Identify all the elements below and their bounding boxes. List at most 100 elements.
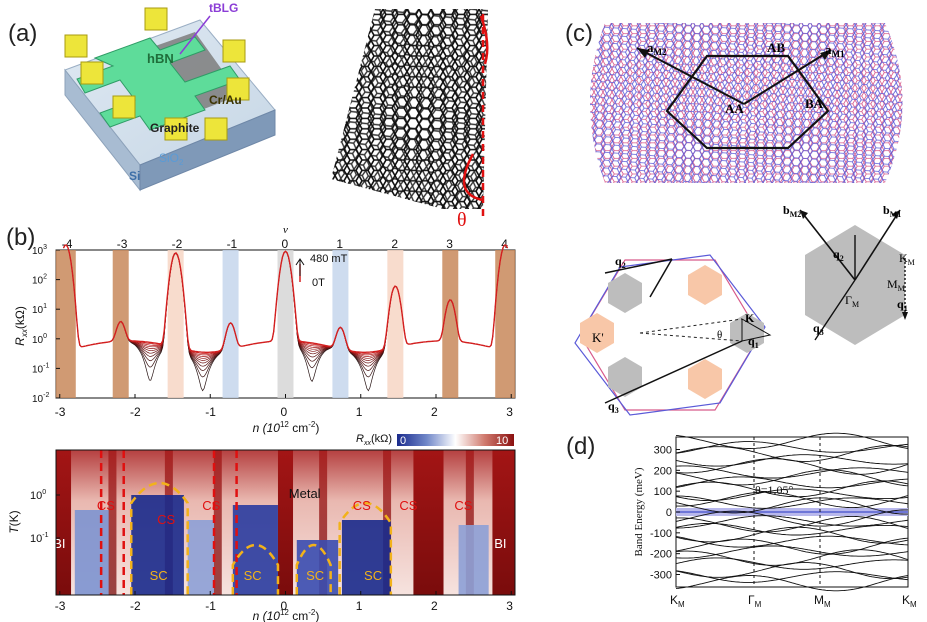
b-m2-label: bM2 [783, 203, 801, 219]
phase-x-tick: 0 [281, 599, 288, 613]
band-x-tick: KM [902, 593, 917, 609]
q2-label: q2 [615, 254, 626, 270]
gap-stripe [442, 250, 459, 398]
nu-tick: 4 [501, 237, 508, 251]
band-line [675, 562, 909, 580]
rxx-x-tick: 2 [431, 405, 438, 419]
band-y-tick: -200 [650, 549, 672, 561]
band-y-tick: 200 [654, 465, 672, 477]
graphite-label: Graphite [150, 121, 200, 135]
angle-arc [462, 153, 484, 202]
band-x-tick: KM [670, 593, 685, 609]
region-label: CS [454, 498, 472, 513]
sio2-label: SiO2 [159, 151, 184, 167]
moire-lattice: aM2 aM1 AB AA BA [590, 23, 903, 183]
band-line [675, 454, 909, 467]
field-hi-label: 480 mT [310, 253, 348, 265]
ab-label: AB [767, 40, 785, 55]
cbar-min: 0 [400, 435, 406, 447]
phase-x-tick: 3 [506, 599, 513, 613]
rxx-x-tick: 0 [281, 405, 288, 419]
rxx-x-tick: -2 [130, 405, 141, 419]
a-m2-label: aM2 [647, 40, 667, 57]
gap-stripe [55, 250, 76, 398]
panel-label-b: (b) [6, 224, 36, 251]
band-line [675, 441, 909, 454]
hbn-label: hBN [147, 51, 174, 66]
band-line [675, 444, 909, 462]
resistive-band [108, 450, 117, 595]
device-schematic: tBLG hBN Cr/Au Graphite SiO2 Si [64, 1, 276, 192]
region-label: CS [157, 512, 175, 527]
q2b-label: q2 [833, 247, 844, 263]
field-lo-label: 0T [312, 277, 325, 289]
band-line [675, 537, 909, 555]
phase-y-tick: 100 [30, 489, 46, 502]
gap-stripe [332, 250, 349, 398]
moire-angle-label: θ [457, 209, 467, 226]
cbar-label: Rxx(kΩ) [356, 433, 392, 447]
gap-stripe [495, 250, 516, 398]
low-resistance-region [131, 495, 184, 595]
rxx-y-tick: 10-1 [32, 362, 49, 375]
gap-stripe [277, 250, 294, 398]
gap-stripe [167, 250, 184, 398]
k-label: K [745, 311, 755, 325]
moire-bz: bM2 bM1 q2 q1 q3 KM MM ΓM [783, 203, 915, 345]
cr-au-label: Cr/Au [209, 93, 242, 107]
mini-bz-hexagons [580, 265, 764, 399]
cbar-max: 10 [496, 435, 508, 447]
a-m1-label: aM1 [825, 42, 845, 59]
sc-dome [295, 543, 332, 595]
rxx-plot: -4 -3 -2 -1 0 1 2 3 4 ν 480 mT 0T 10-210-1100101… [13, 226, 516, 435]
phase-y-tick: 10-1 [30, 532, 49, 545]
band-line [676, 491, 909, 509]
resistive-band [319, 450, 328, 595]
band-ylabel: Band Energy (meV) [633, 467, 645, 556]
cr-au-contacts [64, 7, 250, 141]
rxx-ylabel: Rxx(kΩ) [13, 306, 29, 346]
low-resistance-region [74, 510, 109, 595]
b-m1-label: bM1 [883, 203, 901, 219]
band-line [675, 480, 909, 498]
band-line [675, 522, 909, 536]
band-line [675, 497, 908, 515]
rxx-x-tick: -3 [55, 405, 66, 419]
phase-ylabel: T(K) [7, 510, 21, 533]
low-resistance-region [232, 505, 278, 595]
gamma-label: ΓM [845, 293, 859, 309]
q1b-label: q1 [897, 297, 908, 313]
nu-tick: -2 [172, 237, 183, 251]
band-line [675, 575, 909, 592]
q3-label: q3 [608, 399, 619, 415]
resistive-band [465, 450, 474, 595]
ba-label: BA [805, 96, 824, 111]
rxx-y-tick: 10-2 [32, 392, 49, 405]
resistive-band [59, 450, 68, 595]
phase-x-tick: 1 [356, 599, 363, 613]
phase-x-tick: -2 [130, 599, 141, 613]
nu-tick: -1 [227, 237, 238, 251]
panel-label-d: (d) [566, 433, 596, 460]
nu-tick: -3 [117, 237, 128, 251]
band-x-tick: MM [814, 593, 831, 609]
region-label: CS [97, 498, 115, 513]
band-y-tick: 100 [654, 486, 672, 498]
kp-label: K' [592, 330, 604, 345]
region-label: CS [353, 498, 371, 513]
band-line [675, 488, 909, 502]
aa-label: AA [725, 101, 744, 116]
rxx-y-tick: 103 [32, 244, 47, 257]
rxx-curve [62, 244, 509, 353]
km-label: KM [899, 251, 915, 267]
band-y-tick: 0 [666, 507, 672, 519]
rxx-x-tick: 3 [506, 405, 513, 419]
rxx-y-tick: 100 [32, 333, 47, 346]
panel-label-c: (c) [565, 20, 593, 47]
region-label: SC [306, 568, 324, 583]
band-line [675, 557, 909, 570]
band-line [675, 535, 909, 548]
sc-dome [129, 481, 189, 595]
